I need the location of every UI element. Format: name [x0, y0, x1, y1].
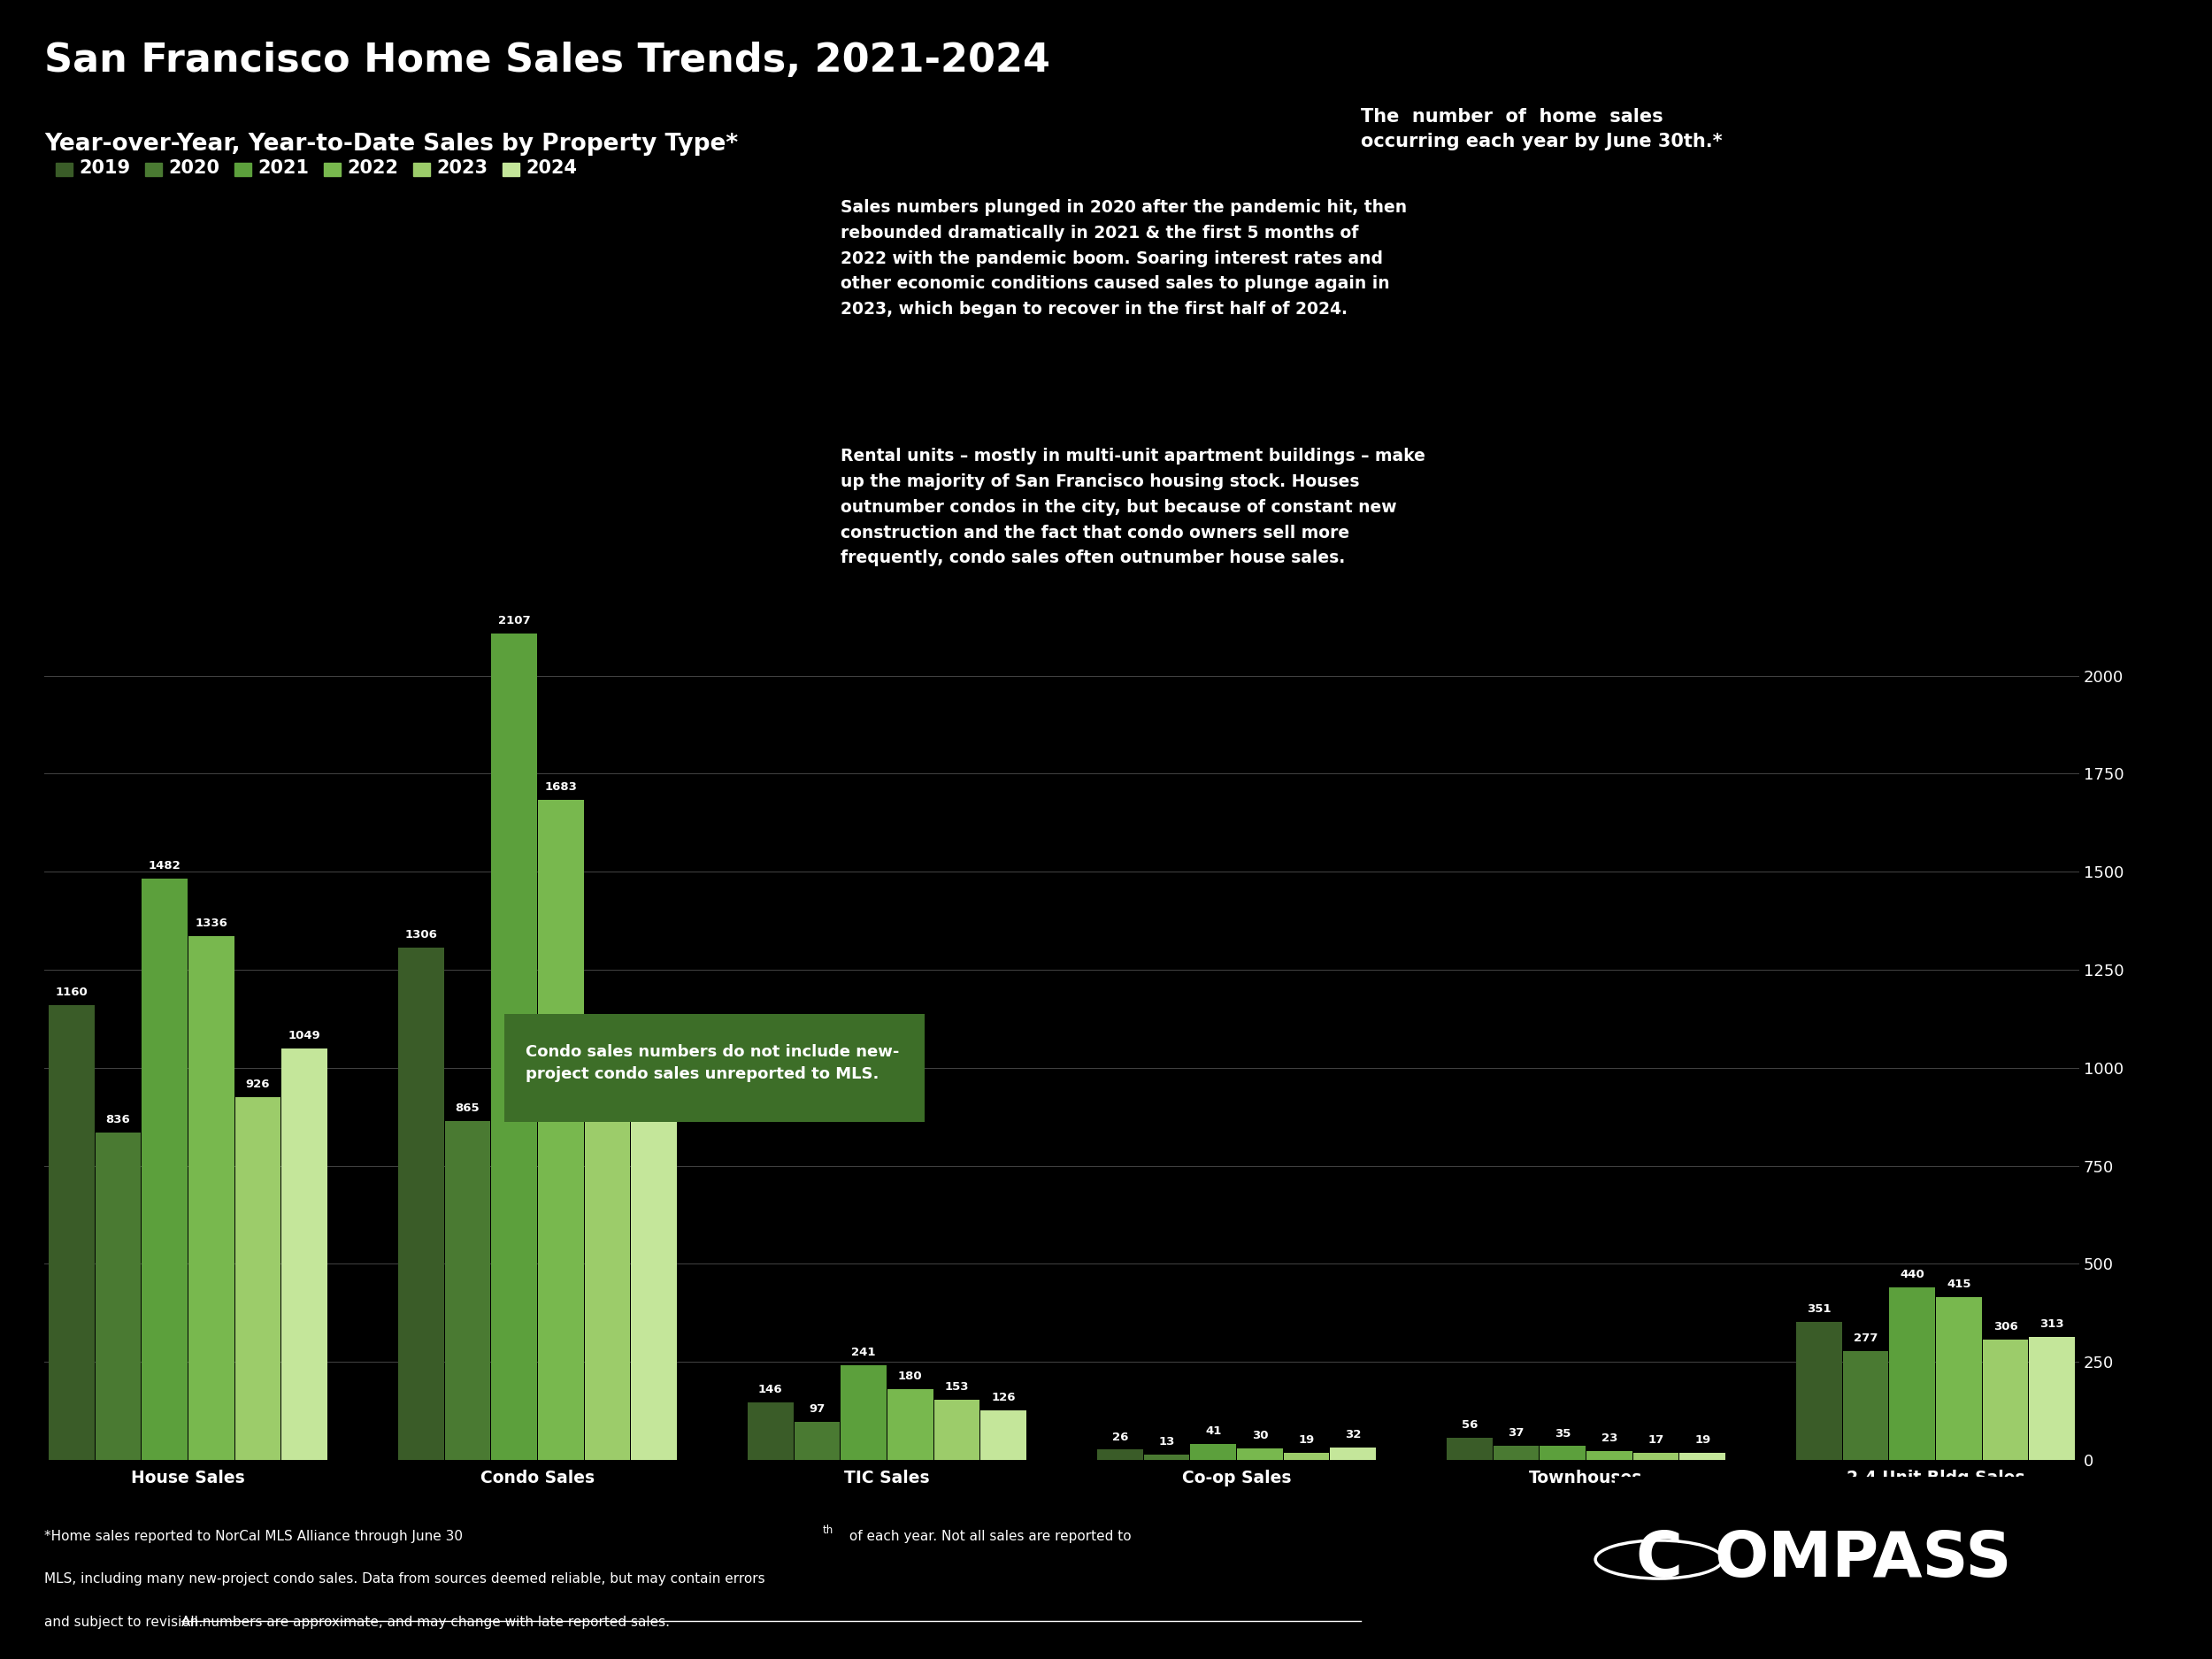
- Bar: [188, 936, 234, 1460]
- Bar: [1283, 1453, 1329, 1460]
- Text: OMPASS: OMPASS: [1714, 1530, 2013, 1589]
- Bar: [445, 1121, 491, 1460]
- Text: 37: 37: [1509, 1427, 1524, 1438]
- Bar: [887, 1389, 933, 1460]
- Text: 1683: 1683: [544, 781, 577, 793]
- Text: 153: 153: [945, 1382, 969, 1394]
- Text: 865: 865: [456, 1102, 480, 1113]
- Bar: [1586, 1452, 1632, 1460]
- Bar: [2028, 1337, 2075, 1460]
- Legend: 2019, 2020, 2021, 2022, 2023, 2024: 2019, 2020, 2021, 2022, 2023, 2024: [51, 154, 582, 182]
- Bar: [630, 1062, 677, 1460]
- Text: Condo sales numbers do not include new-
project condo sales unreported to MLS.: Condo sales numbers do not include new- …: [524, 1044, 898, 1082]
- Bar: [1936, 1297, 1982, 1460]
- Bar: [841, 1365, 887, 1460]
- Text: 180: 180: [898, 1370, 922, 1382]
- Text: th: th: [823, 1525, 834, 1536]
- Text: C: C: [1635, 1530, 1683, 1589]
- Text: 1049: 1049: [288, 1030, 321, 1042]
- Text: 1336: 1336: [195, 917, 228, 929]
- Text: MLS, including many new-project condo sales. Data from sources deemed reliable, : MLS, including many new-project condo sa…: [44, 1573, 765, 1586]
- Text: All numbers are approximate, and may change with late reported sales.: All numbers are approximate, and may cha…: [181, 1616, 670, 1629]
- Bar: [1097, 1450, 1144, 1460]
- Bar: [281, 1048, 327, 1460]
- Bar: [1144, 1455, 1190, 1460]
- Text: 1014: 1014: [637, 1044, 670, 1055]
- Text: 306: 306: [1993, 1321, 2017, 1332]
- Bar: [933, 1400, 980, 1460]
- Bar: [584, 1075, 630, 1460]
- Text: 351: 351: [1807, 1304, 1832, 1316]
- Bar: [1540, 1447, 1586, 1460]
- Bar: [1843, 1352, 1889, 1460]
- Bar: [1190, 1443, 1237, 1460]
- Bar: [398, 947, 445, 1460]
- Bar: [234, 1097, 281, 1460]
- Text: 30: 30: [1252, 1430, 1267, 1442]
- Text: of each year. Not all sales are reported to: of each year. Not all sales are reported…: [845, 1530, 1130, 1543]
- Text: 56: 56: [1462, 1420, 1478, 1432]
- Text: 32: 32: [1345, 1428, 1360, 1440]
- Bar: [491, 634, 538, 1460]
- Text: 17: 17: [1648, 1435, 1663, 1447]
- Bar: [980, 1410, 1026, 1460]
- Text: 241: 241: [852, 1347, 876, 1359]
- Text: 981: 981: [595, 1057, 619, 1068]
- Text: 1160: 1160: [55, 987, 88, 999]
- Text: *Home sales reported to NorCal MLS Alliance through June 30: *Home sales reported to NorCal MLS Allia…: [44, 1530, 462, 1543]
- Bar: [1679, 1453, 1725, 1460]
- Text: The  number  of  home  sales
occurring each year by June 30th.*: The number of home sales occurring each …: [1360, 108, 1721, 151]
- Bar: [1796, 1322, 1843, 1460]
- Bar: [1889, 1287, 1936, 1460]
- Text: 26: 26: [1113, 1432, 1128, 1443]
- Bar: [794, 1422, 841, 1460]
- Text: 19: 19: [1298, 1433, 1314, 1445]
- Text: San Francisco Home Sales Trends, 2021-2024: San Francisco Home Sales Trends, 2021-20…: [44, 41, 1051, 80]
- Bar: [142, 879, 188, 1460]
- Text: 2107: 2107: [498, 615, 531, 627]
- Text: 97: 97: [810, 1404, 825, 1415]
- Text: 836: 836: [106, 1113, 131, 1125]
- Bar: [1493, 1445, 1540, 1460]
- Text: and subject to revision.: and subject to revision.: [44, 1616, 208, 1629]
- Text: 926: 926: [246, 1078, 270, 1090]
- Bar: [95, 1131, 142, 1460]
- Text: 41: 41: [1206, 1425, 1221, 1437]
- Text: 277: 277: [1854, 1332, 1878, 1344]
- Text: 13: 13: [1159, 1437, 1175, 1448]
- Text: 313: 313: [2039, 1319, 2064, 1331]
- Text: 1306: 1306: [405, 929, 438, 941]
- Text: 126: 126: [991, 1392, 1015, 1404]
- Text: 35: 35: [1555, 1428, 1571, 1438]
- Text: Sales numbers plunged in 2020 after the pandemic hit, then
rebounded dramaticall: Sales numbers plunged in 2020 after the …: [841, 199, 1407, 317]
- Text: 23: 23: [1601, 1432, 1617, 1443]
- Bar: [49, 1005, 95, 1460]
- Text: Year-over-Year, Year-to-Date Sales by Property Type*: Year-over-Year, Year-to-Date Sales by Pr…: [44, 133, 739, 156]
- Bar: [1237, 1448, 1283, 1460]
- Bar: [1982, 1340, 2028, 1460]
- Text: 440: 440: [1900, 1269, 1924, 1281]
- Bar: [538, 800, 584, 1460]
- Bar: [1632, 1453, 1679, 1460]
- Text: 1482: 1482: [148, 861, 181, 871]
- Text: 19: 19: [1694, 1433, 1710, 1445]
- Bar: [1447, 1438, 1493, 1460]
- Bar: [1329, 1447, 1376, 1460]
- Text: 146: 146: [759, 1384, 783, 1395]
- Text: 415: 415: [1947, 1279, 1971, 1291]
- Text: Rental units – mostly in multi-unit apartment buildings – make
up the majority o: Rental units – mostly in multi-unit apar…: [841, 448, 1425, 566]
- Bar: [748, 1402, 794, 1460]
